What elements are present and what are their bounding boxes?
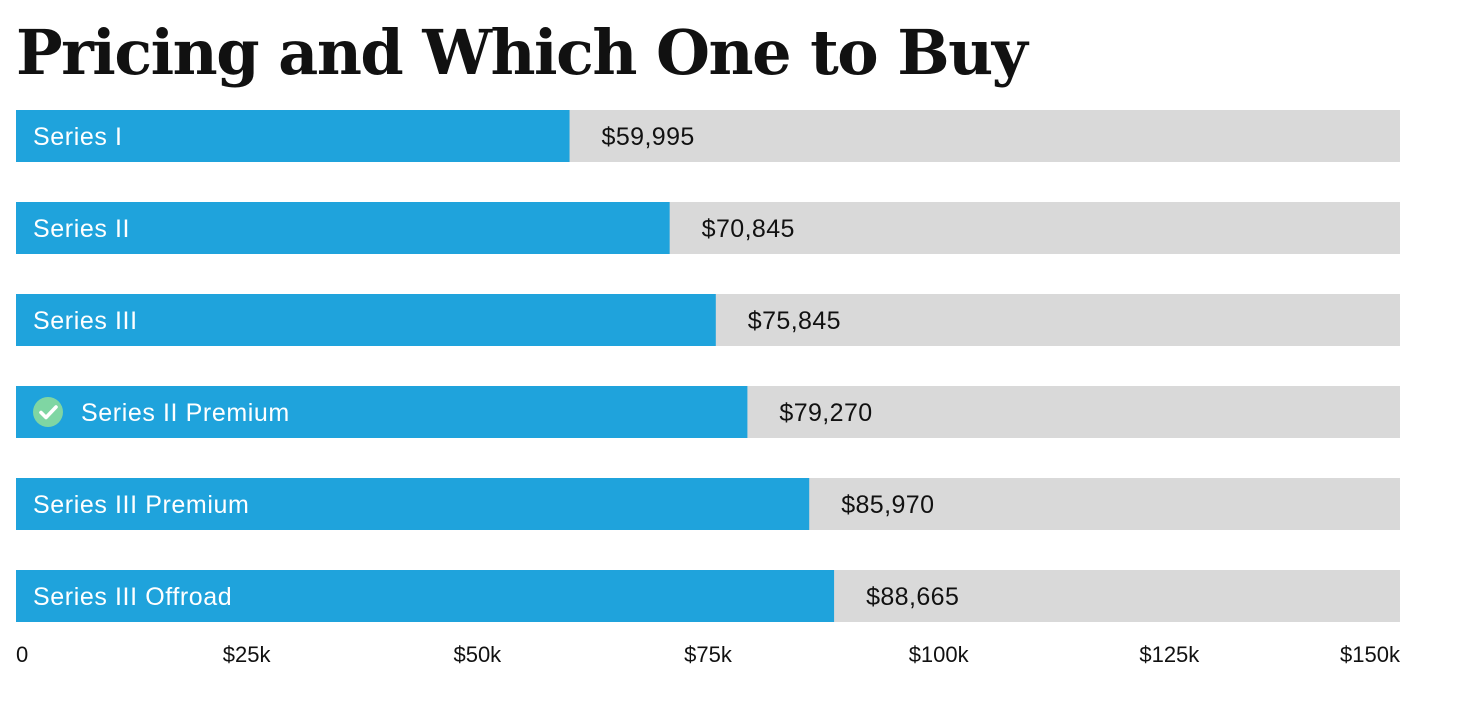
bar-value-label: $75,845 (748, 307, 841, 335)
x-axis: 0 $25k $50k $75k $100k $125k $150k (16, 642, 1401, 667)
bar-row: Series II $70,845 (16, 202, 1400, 254)
bar-category-label: Series II (33, 215, 130, 243)
bar (16, 386, 748, 438)
bar-category-label: Series I (33, 123, 123, 151)
bar (16, 110, 570, 162)
bar-category-label: Series III Offroad (33, 583, 232, 611)
bar-row: Series II Premium $79,270 (16, 386, 1400, 438)
x-tick-label: $125k (1139, 642, 1200, 667)
bar-category-label: Series III Premium (33, 491, 249, 519)
bar-category-label: Series II Premium (81, 399, 290, 427)
bar (16, 478, 810, 530)
x-tick-label: $150k (1340, 642, 1401, 667)
bar-value-label: $79,270 (779, 399, 872, 427)
bar-row: Series I $59,995 (16, 110, 1400, 162)
bar (16, 294, 716, 346)
check-circle-icon (33, 397, 63, 427)
bar-category-label: Series III (33, 307, 138, 335)
check-circle-bg (33, 397, 63, 427)
bar-value-label: $70,845 (702, 215, 795, 243)
x-tick-label: 0 (16, 642, 28, 667)
x-tick-label: $100k (909, 642, 970, 667)
bar-row: Series III Premium $85,970 (16, 478, 1400, 530)
check-mark (39, 405, 58, 420)
chart-title: Pricing and Which One to Buy (16, 16, 1028, 89)
bar-value-label: $88,665 (866, 583, 959, 611)
bar-value-label: $59,995 (602, 123, 695, 151)
bar (16, 570, 835, 622)
bar-row: Series III $75,845 (16, 294, 1400, 346)
bar-value-label: $85,970 (841, 491, 934, 519)
x-tick-label: $50k (453, 642, 502, 667)
x-tick-label: $25k (223, 642, 272, 667)
bar-row: Series III Offroad $88,665 (16, 570, 1400, 622)
x-tick-label: $75k (684, 642, 733, 667)
bar (16, 202, 670, 254)
